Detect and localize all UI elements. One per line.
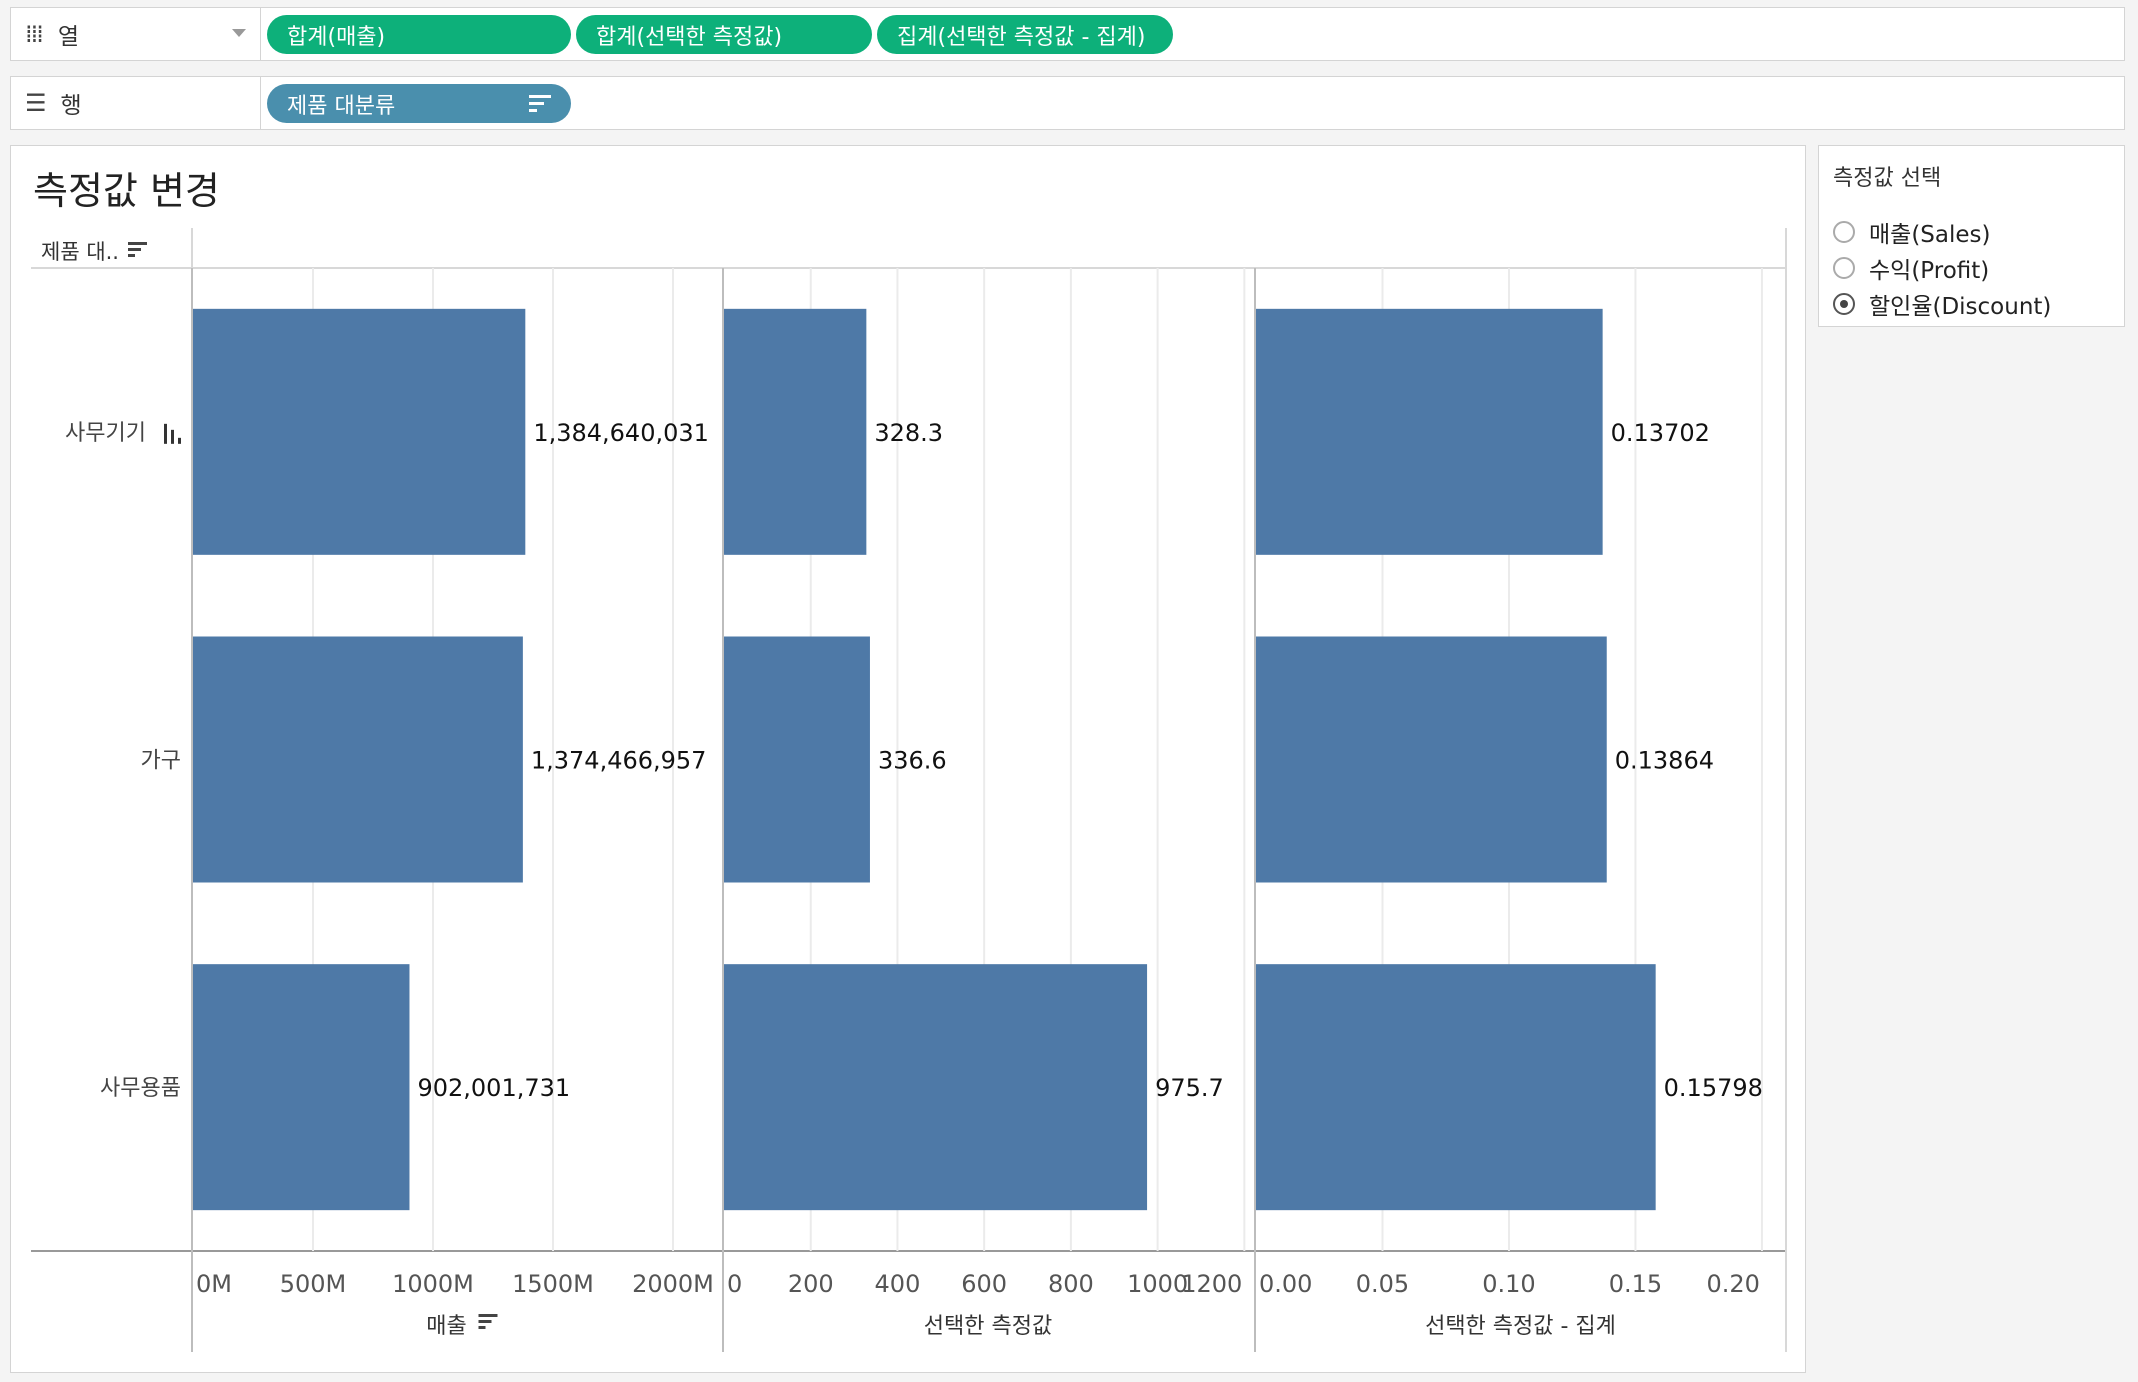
bar (1256, 964, 1656, 1211)
pill-label: 제품 대분류 (287, 93, 396, 119)
rows-list-icon: ☰ (25, 89, 46, 117)
sort-descending-icon[interactable] (529, 95, 551, 113)
rows-shelf-label: ☰ 행 (11, 77, 261, 129)
data-label: 1,384,640,031 (533, 419, 709, 447)
radio-option-discount[interactable]: 할인율(Discount) (1833, 287, 2051, 321)
bar (193, 964, 410, 1211)
tick-label: 0.00 (1259, 1270, 1312, 1298)
bar (1256, 636, 1607, 883)
data-label: 0.15798 (1664, 1074, 1763, 1102)
tick-label: 200 (788, 1270, 834, 1298)
tick-label: 1000 (1127, 1270, 1188, 1298)
row-header-label: 제품 대.. (41, 240, 119, 264)
category-label: 사무기기 (65, 421, 146, 446)
data-label: 1,374,466,957 (531, 747, 707, 775)
radio-label: 매출(Sales) (1869, 222, 1991, 248)
data-label: 328.3 (874, 419, 943, 447)
category-label: 사무용품 (100, 1076, 181, 1101)
pill-agg-selected-measure[interactable]: 집계(선택한 측정값 - 집계) (877, 15, 1173, 54)
radio-button-selected[interactable] (1833, 293, 1855, 315)
pill-sum-selected-measure[interactable]: 합계(선택한 측정값) (576, 15, 872, 54)
data-label: 336.6 (878, 747, 947, 775)
pill-label: 합계(매출) (287, 24, 386, 50)
pill-sum-sales[interactable]: 합계(매출) (267, 15, 571, 54)
pill-label: 합계(선택한 측정값) (596, 24, 783, 50)
tick-label: 500M (280, 1270, 347, 1298)
tick-label: 1200 (1181, 1270, 1242, 1298)
data-label: 975.7 (1155, 1074, 1224, 1102)
rows-label: 행 (60, 93, 82, 119)
tick-label: 0 (727, 1270, 742, 1298)
tick-label: 0M (196, 1270, 232, 1298)
tick-label: 0.10 (1482, 1270, 1535, 1298)
parameter-title: 측정값 선택 (1833, 166, 1942, 191)
columns-shelf-label: ⁞⁞⁞ 열 (11, 8, 261, 60)
parameter-control: 측정값 선택 매출(Sales) 수익(Profit) 할인율(Discount… (1818, 145, 2125, 327)
bar (193, 308, 526, 555)
tick-label: 0.20 (1707, 1270, 1760, 1298)
tick-label: 600 (961, 1270, 1007, 1298)
sort-icon[interactable] (128, 242, 147, 257)
tick-label: 1000M (392, 1270, 474, 1298)
data-label: 902,001,731 (417, 1074, 570, 1102)
bar (724, 308, 867, 555)
tick-label: 0.15 (1609, 1270, 1662, 1298)
columns-icon: ⁞⁞⁞ (25, 20, 44, 48)
tick-label: 1500M (512, 1270, 594, 1298)
data-label: 0.13864 (1615, 747, 1714, 775)
bar (193, 636, 523, 883)
rows-shelf[interactable]: ☰ 행 제품 대분류 (10, 76, 2125, 130)
radio-label: 할인율(Discount) (1869, 294, 2052, 320)
radio-button[interactable] (1833, 257, 1855, 279)
bar (1256, 308, 1603, 555)
sort-icon[interactable] (478, 1314, 498, 1329)
tick-label: 0.05 (1356, 1270, 1409, 1298)
columns-label: 열 (57, 24, 80, 50)
radio-option-profit[interactable]: 수익(Profit) (1833, 251, 1989, 285)
chevron-down-icon[interactable] (232, 29, 246, 37)
data-label: 0.13702 (1611, 419, 1710, 447)
radio-label: 수익(Profit) (1869, 258, 1990, 284)
category-label: 가구 (141, 749, 181, 774)
worksheet-title: 측정값 변경 (33, 169, 220, 213)
tick-label: 800 (1048, 1270, 1094, 1298)
bar (724, 964, 1148, 1211)
bar-chart-icon[interactable] (164, 423, 181, 444)
axis-title: 매출 (426, 1314, 466, 1339)
axis-title: 선택한 측정값 (924, 1314, 1052, 1339)
tick-label: 400 (875, 1270, 921, 1298)
tick-label: 2000M (632, 1270, 714, 1298)
radio-button[interactable] (1833, 221, 1855, 243)
columns-shelf[interactable]: ⁞⁞⁞ 열 합계(매출) 합계(선택한 측정값) 집계(선택한 측정값 - 집계… (10, 7, 2125, 61)
pill-label: 집계(선택한 측정값 - 집계) (897, 24, 1146, 50)
pill-product-category[interactable]: 제품 대분류 (267, 84, 571, 123)
radio-option-sales[interactable]: 매출(Sales) (1833, 215, 1990, 249)
bar (724, 636, 870, 883)
axis-title: 선택한 측정값 - 집계 (1425, 1314, 1616, 1339)
